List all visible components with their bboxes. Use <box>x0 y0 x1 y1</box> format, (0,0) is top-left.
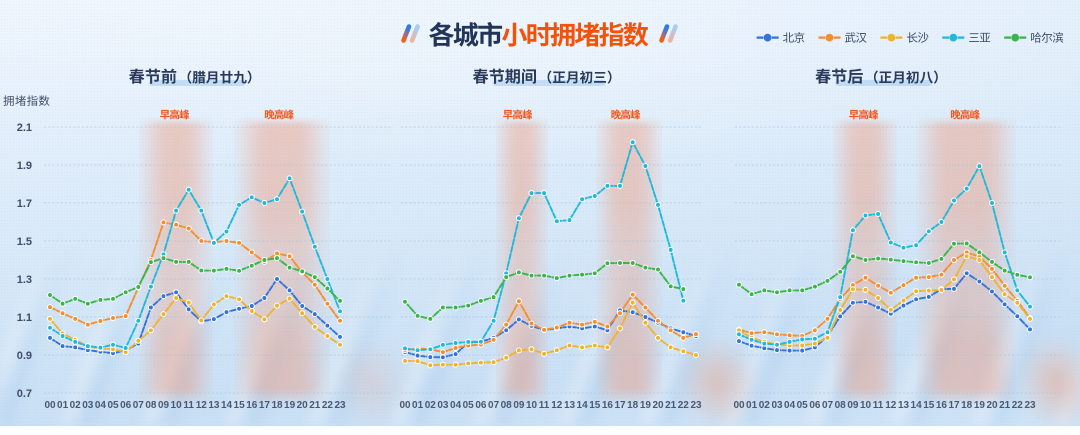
svg-text:15: 15 <box>589 400 601 411</box>
svg-text:12: 12 <box>196 400 208 411</box>
svg-text:20: 20 <box>297 400 309 411</box>
svg-text:08: 08 <box>145 400 157 411</box>
svg-text:10: 10 <box>860 400 872 411</box>
svg-text:0.7: 0.7 <box>17 388 32 400</box>
svg-text:07: 07 <box>133 400 145 411</box>
svg-text:13: 13 <box>564 400 576 411</box>
svg-text:1.5: 1.5 <box>17 236 32 248</box>
svg-text:20: 20 <box>986 400 998 411</box>
svg-text:20: 20 <box>652 400 664 411</box>
svg-text:1.7: 1.7 <box>17 198 32 210</box>
svg-text:03: 03 <box>771 400 783 411</box>
svg-text:2.1: 2.1 <box>17 122 32 134</box>
svg-text:00: 00 <box>399 400 411 411</box>
svg-text:12: 12 <box>885 400 897 411</box>
svg-text:11: 11 <box>183 400 194 411</box>
svg-text:07: 07 <box>488 400 500 411</box>
svg-text:17: 17 <box>948 400 960 411</box>
svg-text:17: 17 <box>259 400 271 411</box>
svg-text:10: 10 <box>526 400 538 411</box>
svg-text:05: 05 <box>107 400 119 411</box>
svg-text:16: 16 <box>936 400 948 411</box>
svg-text:00: 00 <box>44 400 56 411</box>
svg-text:06: 06 <box>120 400 132 411</box>
svg-text:15: 15 <box>923 400 935 411</box>
svg-text:18: 18 <box>961 400 973 411</box>
svg-text:01: 01 <box>57 400 69 411</box>
svg-text:23: 23 <box>334 400 346 411</box>
svg-text:21: 21 <box>309 400 321 411</box>
svg-text:1.9: 1.9 <box>17 160 32 172</box>
svg-text:22: 22 <box>1012 400 1024 411</box>
svg-text:21: 21 <box>999 400 1011 411</box>
svg-text:04: 04 <box>95 400 107 411</box>
svg-text:13: 13 <box>208 400 220 411</box>
svg-text:10: 10 <box>171 400 183 411</box>
svg-text:0.9: 0.9 <box>17 350 32 362</box>
svg-text:22: 22 <box>678 400 690 411</box>
svg-text:12: 12 <box>551 400 563 411</box>
svg-text:11: 11 <box>539 400 550 411</box>
svg-text:23: 23 <box>690 400 702 411</box>
svg-text:02: 02 <box>425 400 437 411</box>
svg-text:09: 09 <box>847 400 859 411</box>
svg-text:08: 08 <box>501 400 513 411</box>
svg-text:22: 22 <box>322 400 334 411</box>
svg-text:09: 09 <box>158 400 170 411</box>
svg-text:19: 19 <box>640 400 652 411</box>
svg-text:14: 14 <box>577 400 589 411</box>
svg-text:00: 00 <box>733 400 745 411</box>
svg-text:14: 14 <box>221 400 233 411</box>
svg-text:21: 21 <box>665 400 677 411</box>
svg-text:09: 09 <box>513 400 525 411</box>
svg-text:01: 01 <box>412 400 424 411</box>
svg-text:23: 23 <box>1024 400 1036 411</box>
svg-text:19: 19 <box>284 400 296 411</box>
svg-text:02: 02 <box>70 400 82 411</box>
svg-text:01: 01 <box>746 400 758 411</box>
svg-text:13: 13 <box>898 400 910 411</box>
svg-text:05: 05 <box>463 400 475 411</box>
svg-text:08: 08 <box>835 400 847 411</box>
svg-text:18: 18 <box>627 400 639 411</box>
svg-text:1.1: 1.1 <box>17 312 32 324</box>
svg-text:03: 03 <box>437 400 449 411</box>
svg-text:16: 16 <box>602 400 614 411</box>
svg-text:16: 16 <box>246 400 258 411</box>
svg-text:02: 02 <box>759 400 771 411</box>
svg-text:06: 06 <box>475 400 487 411</box>
svg-text:15: 15 <box>234 400 246 411</box>
svg-text:06: 06 <box>809 400 821 411</box>
svg-text:18: 18 <box>271 400 283 411</box>
svg-text:19: 19 <box>974 400 986 411</box>
svg-text:1.3: 1.3 <box>17 274 32 286</box>
svg-text:11: 11 <box>873 400 884 411</box>
svg-text:17: 17 <box>614 400 626 411</box>
svg-text:14: 14 <box>911 400 923 411</box>
svg-text:03: 03 <box>82 400 94 411</box>
svg-text:07: 07 <box>822 400 834 411</box>
svg-text:04: 04 <box>450 400 462 411</box>
svg-text:05: 05 <box>797 400 809 411</box>
svg-text:04: 04 <box>784 400 796 411</box>
